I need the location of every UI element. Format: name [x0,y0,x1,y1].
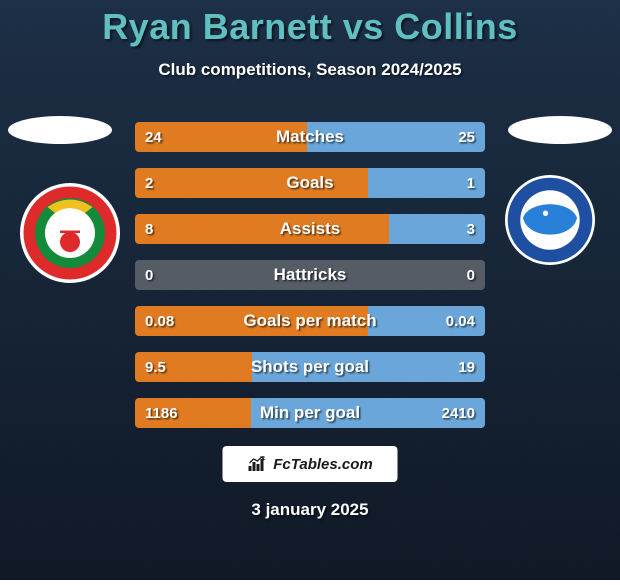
subtitle: Club competitions, Season 2024/2025 [0,60,620,80]
stat-bar-left [135,168,368,198]
stat-bar-left [135,306,368,336]
player-right-club-badge [505,175,595,270]
stat-bar-right [251,398,486,428]
date: 3 january 2025 [0,500,620,520]
attribution-text: FcTables.com [273,456,372,473]
player-right-ellipse [508,116,612,144]
stat-bar-left [135,122,307,152]
stat-bar-right [252,352,485,382]
stat-bar-left [135,352,252,382]
stat-row: Goals per match0.080.04 [135,306,485,336]
player-left-club-badge [20,183,120,288]
title: Ryan Barnett vs Collins [0,6,620,48]
stat-row: Goals21 [135,168,485,198]
stat-bar-right [307,122,486,152]
attribution-badge: FcTables.com [223,446,398,482]
player-left-ellipse [8,116,112,144]
stat-bar-right [368,306,485,336]
comparison-bars: Matches2425 Goals21 Assists83 Hattricks00 Go… [135,122,485,444]
chart-icon [247,456,267,472]
stat-bar-left [135,398,251,428]
stat-row: Matches2425 [135,122,485,152]
stat-bar-left [135,214,389,244]
stat-row: Min per goal11862410 [135,398,485,428]
stat-row: Shots per goal9.519 [135,352,485,382]
stat-row: Hattricks00 [135,260,485,290]
stat-bar-left [135,260,485,290]
stat-bar-right [389,214,485,244]
stat-bar-right [368,168,485,198]
stat-row: Assists83 [135,214,485,244]
